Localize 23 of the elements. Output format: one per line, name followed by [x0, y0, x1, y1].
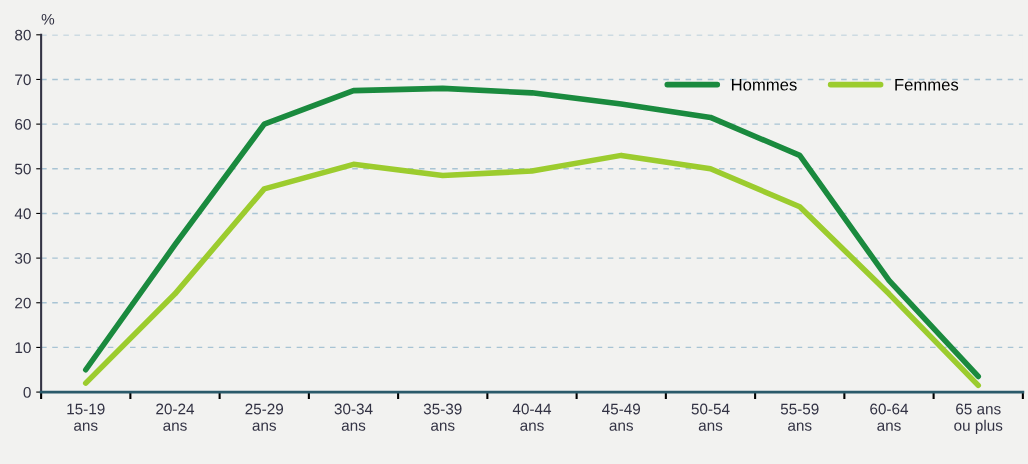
y-axis-title: % [41, 13, 55, 25]
x-tick-label: 65 ans ou plus [954, 403, 1003, 434]
x-tick-label: 35-39 ans [423, 403, 462, 431]
x-tick-label: 20-24 ans [156, 403, 195, 431]
x-tick-label: 30-34 ans [334, 403, 373, 431]
y-tick-label: 50 [15, 163, 31, 175]
x-tick-label: 15-19 ans [67, 403, 105, 431]
y-tick-label: 10 [15, 342, 31, 354]
legend-label: Hommes [731, 78, 797, 91]
legend-label: Femmes [895, 78, 959, 91]
x-tick-label: 40-44 ans [512, 403, 552, 431]
y-tick-label: 40 [14, 208, 31, 220]
y-tick-label: 20 [15, 297, 31, 309]
x-tick-label: 60-64 ans [870, 403, 909, 431]
y-tick-label: 0 [23, 386, 31, 398]
x-tick-label: 45-49 ans [602, 403, 641, 431]
x-tick-label: 25-29 ans [245, 403, 284, 431]
y-tick-label: 70 [15, 74, 31, 86]
y-tick-label: 30 [14, 252, 31, 264]
x-tick-label: 50-54 ans [691, 403, 730, 431]
y-tick-label: 60 [15, 118, 31, 130]
x-tick-label: 55-59 ans [780, 403, 819, 431]
y-tick-label: 80 [15, 29, 31, 41]
